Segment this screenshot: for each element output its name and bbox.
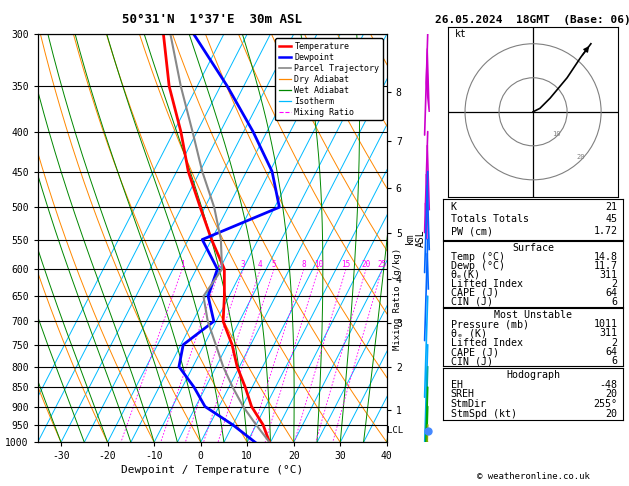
Text: θₑ (K): θₑ (K) (450, 329, 487, 338)
Text: 10: 10 (553, 131, 561, 137)
Text: 2: 2 (611, 279, 617, 289)
Text: 1.72: 1.72 (593, 226, 617, 236)
Y-axis label: hPa: hPa (0, 228, 3, 248)
Text: 8: 8 (301, 260, 306, 269)
Text: Lifted Index: Lifted Index (450, 338, 523, 348)
Text: 14.8: 14.8 (593, 252, 617, 262)
Text: 3: 3 (241, 260, 245, 269)
Text: 311: 311 (599, 270, 617, 280)
Text: Surface: Surface (512, 243, 554, 253)
Text: 2: 2 (611, 338, 617, 348)
Text: 20: 20 (605, 409, 617, 419)
Text: 1011: 1011 (593, 319, 617, 329)
Text: 64: 64 (605, 288, 617, 298)
Text: 10: 10 (314, 260, 323, 269)
Y-axis label: km
ASL: km ASL (404, 229, 426, 247)
Text: 25: 25 (377, 260, 387, 269)
Text: Temp (°C): Temp (°C) (450, 252, 504, 262)
Text: CAPE (J): CAPE (J) (450, 288, 499, 298)
Text: 26.05.2024  18GMT  (Base: 06): 26.05.2024 18GMT (Base: 06) (435, 15, 629, 25)
Polygon shape (426, 49, 429, 112)
Text: -48: -48 (599, 380, 617, 390)
Text: Totals Totals: Totals Totals (450, 214, 528, 224)
X-axis label: Dewpoint / Temperature (°C): Dewpoint / Temperature (°C) (121, 466, 303, 475)
Text: LCL: LCL (387, 426, 403, 435)
Text: Pressure (mb): Pressure (mb) (450, 319, 528, 329)
Text: Hodograph: Hodograph (506, 370, 560, 380)
Text: SREH: SREH (450, 389, 475, 399)
Text: 21: 21 (605, 202, 617, 212)
Text: 11.7: 11.7 (593, 261, 617, 271)
Text: PW (cm): PW (cm) (450, 226, 493, 236)
Text: 20: 20 (362, 260, 370, 269)
Text: 4: 4 (258, 260, 263, 269)
Text: 5: 5 (272, 260, 276, 269)
Text: CIN (J): CIN (J) (450, 297, 493, 307)
Text: Mixing Ratio (g/kg): Mixing Ratio (g/kg) (393, 248, 402, 350)
Text: 6: 6 (611, 297, 617, 307)
Text: kt: kt (455, 29, 467, 39)
Text: 50°31'N  1°37'E  30m ASL: 50°31'N 1°37'E 30m ASL (122, 13, 303, 26)
Text: 15: 15 (342, 260, 350, 269)
Text: Dewp (°C): Dewp (°C) (450, 261, 504, 271)
Text: 311: 311 (599, 329, 617, 338)
Text: CIN (J): CIN (J) (450, 356, 493, 366)
Text: 64: 64 (605, 347, 617, 357)
Legend: Temperature, Dewpoint, Parcel Trajectory, Dry Adiabat, Wet Adiabat, Isotherm, Mi: Temperature, Dewpoint, Parcel Trajectory… (275, 38, 382, 121)
Text: Lifted Index: Lifted Index (450, 279, 523, 289)
Text: K: K (450, 202, 457, 212)
Text: 20: 20 (605, 389, 617, 399)
Text: 45: 45 (605, 214, 617, 224)
Text: 1: 1 (180, 260, 184, 269)
Text: 2: 2 (218, 260, 222, 269)
Text: Most Unstable: Most Unstable (494, 310, 572, 320)
Text: StmSpd (kt): StmSpd (kt) (450, 409, 516, 419)
Text: CAPE (J): CAPE (J) (450, 347, 499, 357)
Text: StmDir: StmDir (450, 399, 487, 409)
Text: θₑ(K): θₑ(K) (450, 270, 481, 280)
Text: © weatheronline.co.uk: © weatheronline.co.uk (477, 472, 589, 481)
Text: 6: 6 (611, 356, 617, 366)
Text: 255°: 255° (593, 399, 617, 409)
Text: EH: EH (450, 380, 462, 390)
Text: 20: 20 (576, 155, 585, 160)
